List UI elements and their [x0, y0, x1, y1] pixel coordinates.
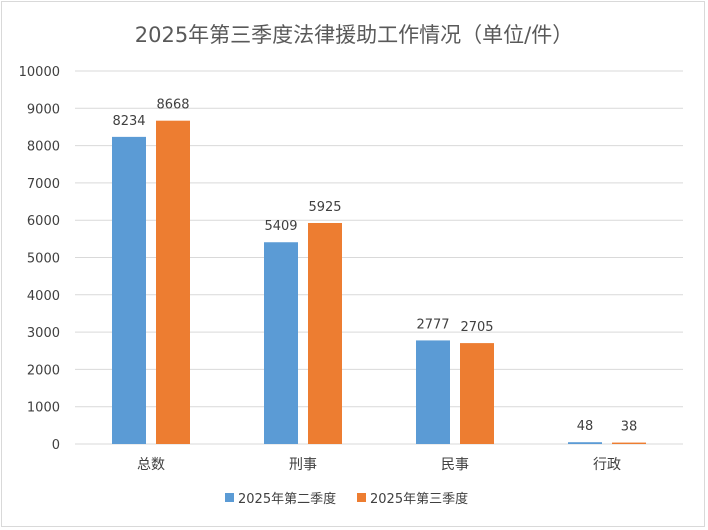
data-label: 2705 [460, 320, 493, 335]
y-tick-label: 8000 [27, 140, 60, 155]
bar [612, 442, 646, 444]
y-tick-label: 7000 [27, 177, 60, 192]
data-label: 8234 [112, 114, 145, 129]
y-tick-label: 10000 [19, 65, 60, 80]
y-tick-label: 2000 [27, 363, 60, 378]
legend-label: 2025年第三季度 [370, 491, 468, 507]
bar [156, 120, 190, 445]
x-tick-label: 民事 [441, 457, 469, 473]
bar [112, 136, 146, 444]
data-label: 48 [577, 419, 594, 434]
y-tick-label: 3000 [27, 326, 60, 341]
y-tick-label: 4000 [27, 289, 60, 304]
legend-swatch [357, 493, 366, 502]
x-tick-label: 行政 [593, 457, 621, 473]
data-label: 5409 [264, 219, 297, 234]
y-tick-label: 6000 [27, 214, 60, 229]
bar [568, 442, 602, 444]
y-tick-label: 9000 [27, 102, 60, 117]
legend-swatch [225, 493, 234, 502]
x-tick-label: 总数 [137, 457, 165, 473]
bar [264, 242, 298, 444]
bar [460, 343, 494, 444]
y-tick-label: 5000 [27, 252, 60, 267]
chart-title: 2025年第三季度法律援助工作情况（单位/件） [135, 23, 574, 47]
data-label: 38 [621, 420, 638, 435]
bar [416, 340, 450, 444]
data-label: 8668 [156, 98, 189, 113]
y-tick-label: 0 [52, 438, 60, 453]
data-label: 5925 [308, 200, 341, 215]
data-label: 2777 [416, 317, 449, 332]
bar [308, 222, 342, 444]
legend-label: 2025年第二季度 [238, 491, 336, 507]
x-tick-label: 刑事 [289, 457, 317, 473]
y-tick-label: 1000 [27, 401, 60, 416]
